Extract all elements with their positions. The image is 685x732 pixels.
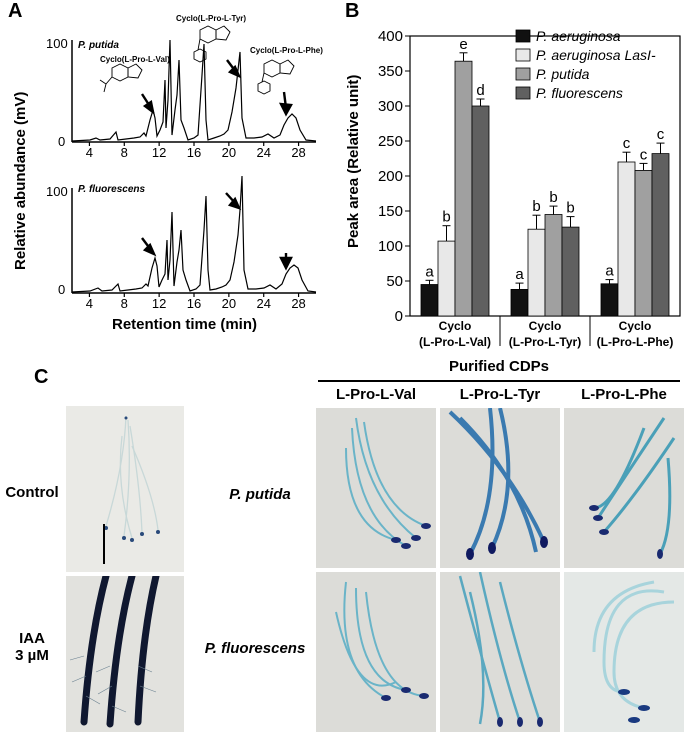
panel-a-xtick-label: 4: [85, 296, 94, 311]
legend-label: P. putida: [536, 66, 590, 82]
compound-label-tyr: Cyclo(L-Pro-L-Tyr): [176, 14, 247, 23]
y-tick-label: 350: [378, 63, 403, 80]
panel-a-xtick-label: 20: [221, 296, 237, 311]
panel-a-bottom-ytick-100: 100: [46, 184, 68, 199]
y-tick-label: 0: [395, 308, 403, 325]
molecule-sketches: [99, 25, 295, 95]
row-label-putida: P. putida: [229, 486, 291, 503]
photo-fluorescens-phe: [564, 572, 684, 732]
y-tick-label: 300: [378, 98, 403, 115]
panel-a-xtick-label: 24: [256, 145, 271, 160]
significance-letter: a: [605, 263, 614, 280]
photo-control: [66, 406, 184, 572]
panel-c-letter: C: [34, 366, 49, 388]
category-label: Cyclo: [619, 319, 652, 333]
bar: [527, 228, 546, 317]
compound-label-val: Cyclo(L-Pro-L-Val): [100, 55, 170, 64]
panel-b-letter: B: [345, 0, 360, 22]
y-tick-label: 400: [378, 28, 403, 45]
significance-letter: b: [566, 200, 574, 217]
legend-label: P. fluorescens: [536, 85, 623, 101]
category-label: (L-Pro-L-Tyr): [509, 335, 581, 349]
bar: [561, 226, 580, 317]
significance-letter: a: [425, 263, 434, 280]
photo-fluorescens-val: [316, 572, 436, 732]
legend-swatch: [515, 29, 531, 43]
bar: [510, 288, 529, 317]
purified-cdps-header: Purified CDPs: [448, 358, 550, 375]
bar: [634, 169, 653, 317]
row-label-iaa: IAA 3 µM: [15, 630, 49, 664]
panel-a-xtick-label: 12: [151, 296, 167, 311]
panel-a-xlabel: Retention time (min): [112, 316, 257, 333]
panel-a-top-ytick-100: 100: [46, 36, 68, 51]
legend-label: P. aeruginosa: [536, 28, 621, 44]
panel-a-top-ytick-0: 0: [58, 134, 66, 149]
bar: [651, 153, 670, 317]
panel-a-xtick-label: 8: [120, 296, 128, 311]
col-header-val: L-Pro-L-Val: [335, 386, 416, 403]
bar: [600, 283, 619, 317]
y-tick-label: 100: [378, 238, 403, 255]
panel-a-letter: A: [8, 0, 23, 22]
significance-letter: a: [515, 266, 524, 283]
panel-a-xtick-label: 24: [256, 296, 271, 311]
row-label-fluorescens: P. fluorescens: [204, 640, 306, 657]
panel-a-xtick-label: 4: [85, 145, 94, 160]
chromatogram-trace-top: [71, 39, 317, 142]
significance-letter: b: [532, 198, 540, 215]
photo-putida-phe: [564, 408, 684, 568]
significance-letter: c: [623, 135, 631, 152]
bar: [420, 284, 439, 317]
panel-a-xtick-label: 16: [186, 145, 202, 160]
panel-a-top-organism: P. putida: [78, 40, 119, 51]
bar: [454, 60, 473, 317]
significance-letter: c: [657, 126, 665, 143]
chromatogram-trace-bottom: [71, 175, 317, 293]
col-header-phe: L-Pro-L-Phe: [581, 386, 667, 403]
panel-a-xtick-label: 8: [120, 145, 128, 160]
panel-a-xtick-label: 12: [151, 145, 167, 160]
photo-putida-tyr: [440, 408, 560, 568]
category-label: Cyclo: [529, 319, 562, 333]
bar: [471, 105, 490, 317]
significance-letter: b: [549, 189, 557, 206]
panel-a-bottom-organism: P. fluorescens: [78, 184, 146, 195]
y-tick-label: 50: [386, 273, 403, 290]
compound-label-phe: Cyclo(L-Pro-L-Phe): [250, 46, 323, 55]
panel-a-xtick-label: 28: [291, 296, 306, 311]
significance-letter: d: [476, 82, 484, 99]
bar: [544, 214, 563, 317]
bar: [437, 240, 456, 317]
panel-a-chromatograms: [71, 25, 317, 297]
panel-a-bottom-ytick-0: 0: [58, 282, 66, 297]
row-label-control: Control: [5, 484, 59, 501]
col-header-tyr: L-Pro-L-Tyr: [459, 386, 541, 403]
legend-swatch: [515, 67, 531, 81]
legend-swatch: [515, 48, 531, 62]
y-tick-label: 200: [378, 168, 403, 185]
panel-a-xtick-label: 20: [221, 145, 237, 160]
photo-fluorescens-tyr: [440, 572, 560, 732]
y-tick-label: 150: [378, 203, 403, 220]
panel-b-bar-chart: 0 50 100 150 200 250 300 350 400 a b e d Cyclo (L-Pro-…: [378, 28, 681, 349]
photo-putida-val: [316, 408, 436, 568]
category-label: Cyclo: [439, 319, 472, 333]
legend-swatch: [515, 86, 531, 100]
panel-a-xtick-label: 16: [186, 296, 202, 311]
category-label: (L-Pro-L-Val): [419, 335, 491, 349]
bar: [617, 161, 636, 317]
legend-label: P. aeruginosa LasI-: [536, 47, 656, 63]
significance-letter: e: [459, 36, 467, 53]
significance-letter: c: [640, 146, 648, 163]
purified-cdps-rule: [318, 380, 680, 382]
photo-iaa: [66, 576, 184, 732]
y-tick-label: 250: [378, 133, 403, 150]
panel-a-xtick-label: 28: [291, 145, 306, 160]
category-label: (L-Pro-L-Phe): [597, 335, 674, 349]
significance-letter: b: [442, 209, 450, 226]
